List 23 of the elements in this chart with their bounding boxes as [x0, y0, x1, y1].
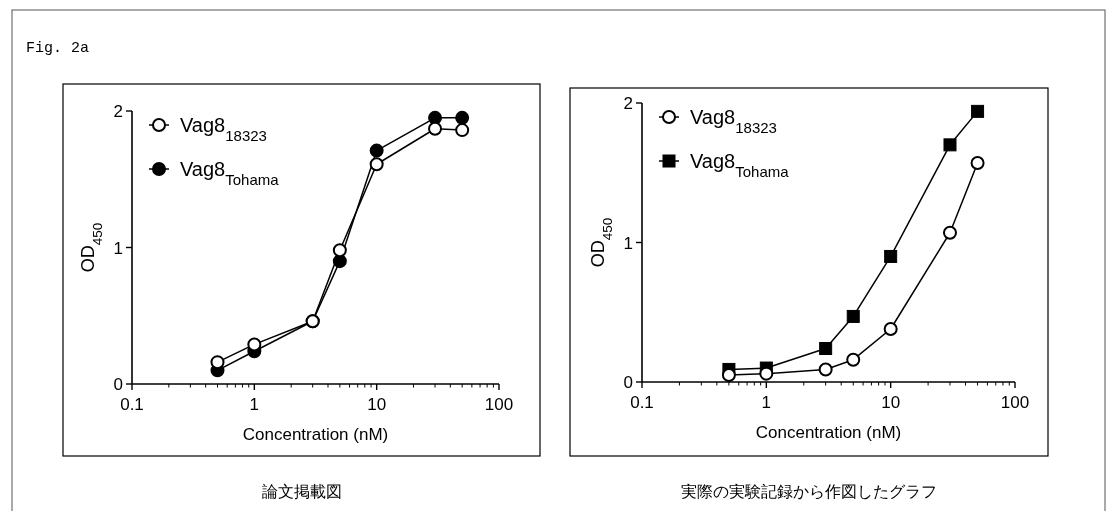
x-tick-label: 0.1	[630, 393, 654, 412]
legend-label: Vag8$_{Tohama}$	[180, 158, 280, 188]
y-tick-label: 1	[623, 233, 633, 253]
x-tick-label: 10	[367, 395, 387, 414]
chart-title: Fig. 2a	[26, 40, 90, 57]
y-tick-label: 2	[623, 94, 633, 113]
y-tick-label: 0	[623, 373, 633, 392]
x-tick-label: 10	[881, 393, 901, 412]
x-tick-label: 100	[1000, 393, 1030, 412]
x-tick-label: 1	[249, 395, 260, 414]
x-axis-title: Concentration (nM)	[755, 423, 902, 442]
text: 実際の実験記録から作図したグラフ	[681, 483, 937, 500]
text: 論文掲載図	[261, 483, 342, 500]
y-tick-label: 1	[113, 238, 123, 258]
legend-label: Vag8$_{18323}$	[690, 106, 777, 136]
x-axis-title: Concentration (nM)	[242, 425, 389, 444]
x-tick-label: 0.1	[120, 395, 144, 414]
legend-label: Vag8$_{18323}$	[180, 114, 267, 144]
legend-label: Vag8$_{Tohama}$	[690, 150, 790, 180]
y-tick-label: 2	[113, 102, 123, 121]
x-tick-label: 1	[761, 393, 772, 412]
y-tick-label: 0	[113, 375, 123, 394]
x-tick-label: 100	[484, 395, 514, 414]
